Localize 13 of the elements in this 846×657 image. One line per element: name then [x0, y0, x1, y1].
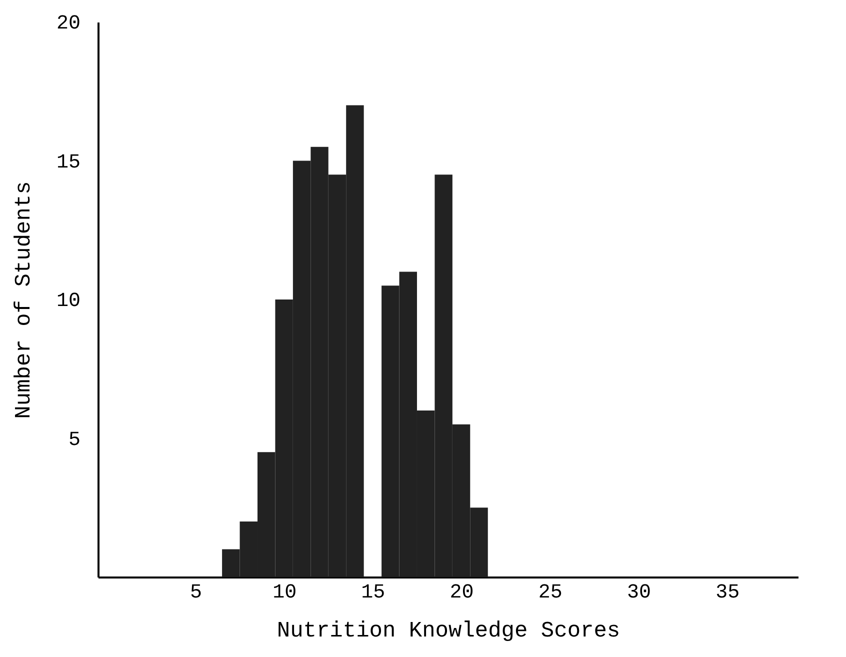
x-tick-label: 5: [190, 582, 202, 604]
y-tick-label: 10: [56, 290, 80, 313]
x-tick-label: 10: [272, 582, 297, 604]
x-tick-label: 35: [716, 582, 740, 604]
x-axis-title: Nutrition Knowledge Scores: [276, 618, 620, 644]
x-tick-label: 20: [450, 582, 474, 604]
y-tick-label: 5: [68, 428, 80, 452]
y-tick-label: 15: [56, 151, 80, 174]
y-axis-title: Number of Students: [11, 181, 36, 419]
y-tick-label: 20: [56, 12, 80, 36]
x-tick-label: 25: [538, 582, 562, 604]
x-tick-label: 15: [361, 582, 386, 604]
x-tick-label: 30: [627, 582, 652, 604]
